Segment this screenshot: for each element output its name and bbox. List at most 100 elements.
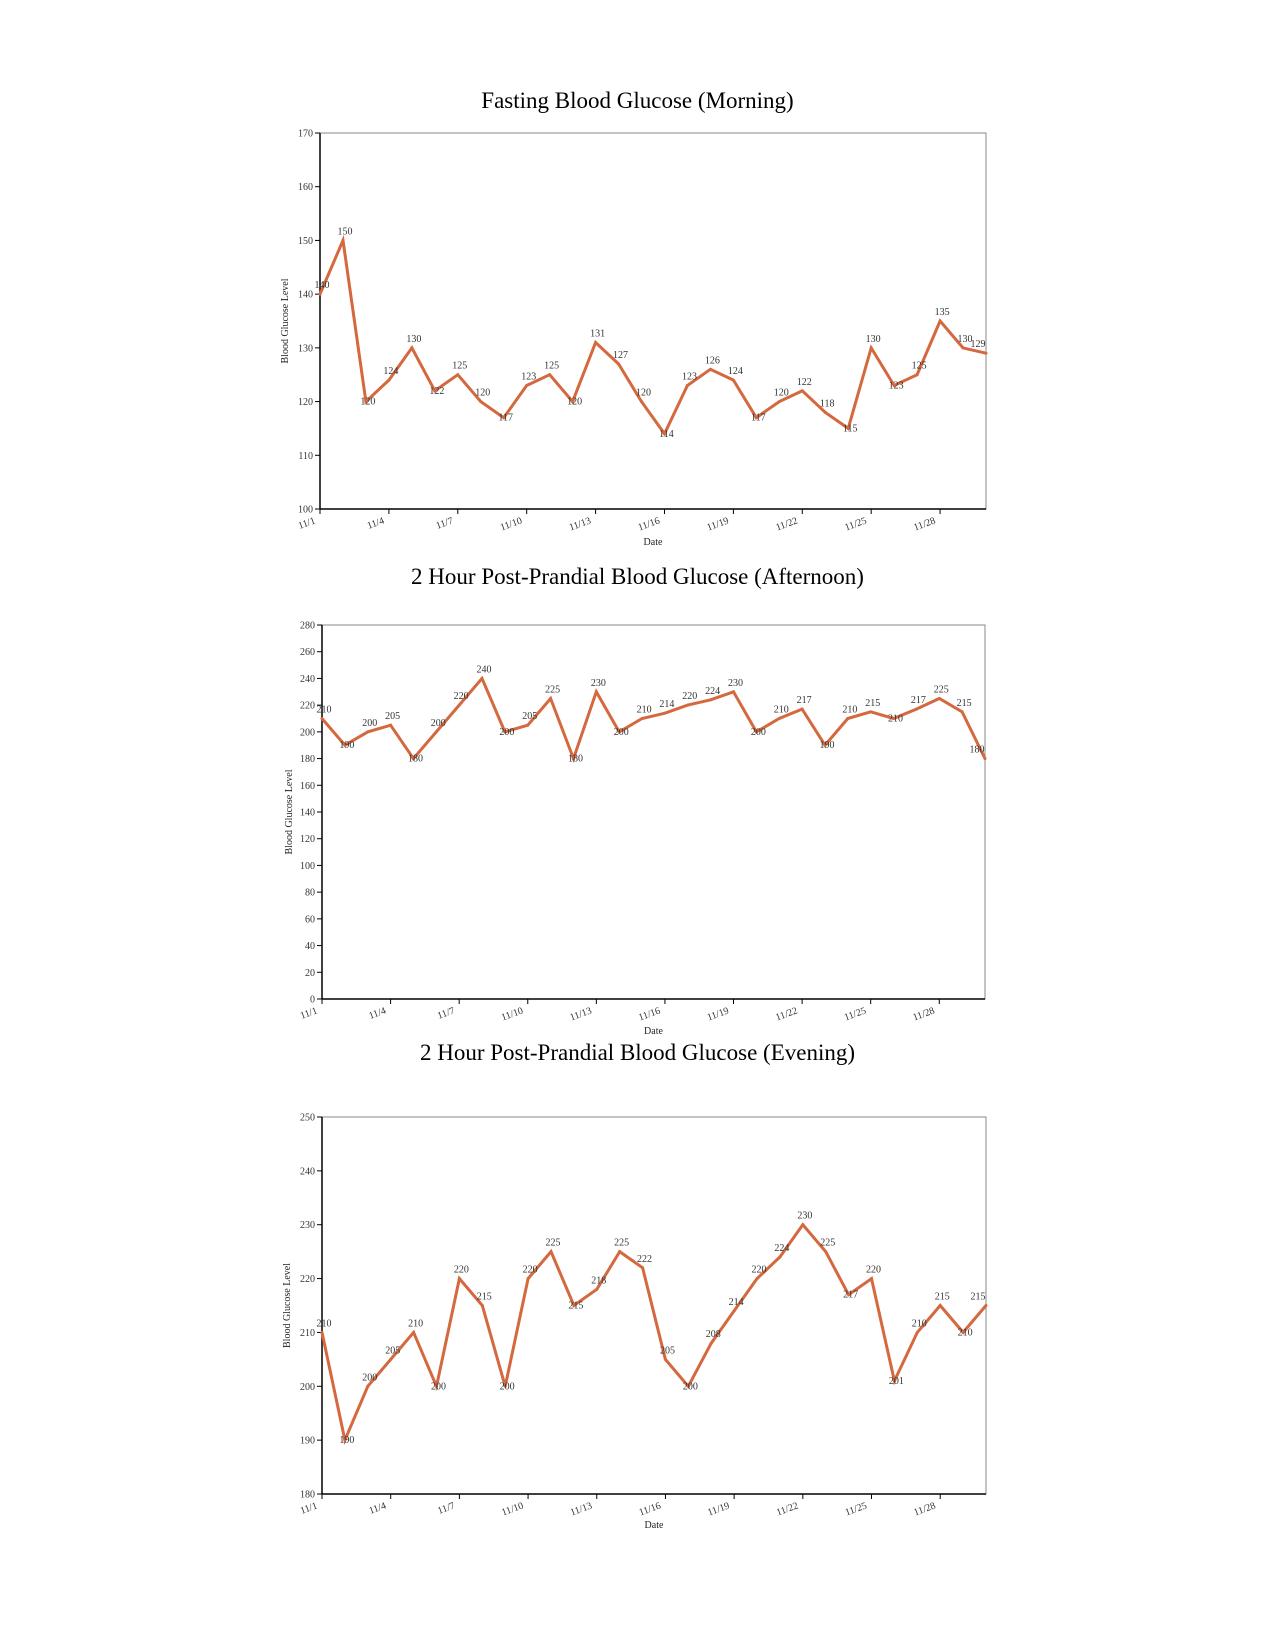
y-tick-label: 240 [300,1166,315,1177]
data-label: 130 [406,334,421,345]
data-point [984,1304,988,1307]
data-point [479,400,483,404]
data-label: 225 [934,684,949,695]
y-tick-label: 60 [305,914,315,925]
data-label: 200 [431,718,446,729]
data-label: 210 [408,1318,423,1329]
data-point [937,696,941,700]
data-point [549,696,553,700]
y-tick-label: 200 [300,727,315,738]
data-label: 200 [614,727,629,738]
data-label: 200 [683,1381,698,1392]
y-tick-label: 250 [300,1113,315,1124]
data-point [938,319,942,323]
data-point [915,373,919,377]
data-label: 120 [636,388,651,399]
y-tick-label: 190 [300,1436,315,1447]
x-tick-label: 11/22 [775,1500,800,1518]
data-label: 200 [431,1381,446,1392]
plot-frame [321,1116,987,1495]
data-label: 210 [958,1327,973,1338]
data-label: 215 [477,1292,492,1303]
data-label: 127 [613,350,628,361]
data-label: 230 [728,678,743,689]
data-point [938,1304,942,1307]
data-label: 210 [317,705,332,716]
data-label: 180 [568,754,583,765]
data-point [343,1438,347,1442]
data-label: 220 [523,1265,538,1276]
data-point [800,389,804,393]
y-tick-label: 100 [298,505,313,516]
data-label: 124 [728,366,743,377]
x-tick-label: 11/4 [368,1500,388,1516]
y-tick-label: 160 [298,182,313,193]
data-label: 125 [912,361,927,372]
data-label: 224 [774,1243,789,1254]
data-point [640,717,644,720]
y-tick-label: 110 [298,451,313,462]
data-point [823,743,827,747]
x-tick-label: 11/10 [500,1500,525,1518]
data-point [869,346,873,350]
data-label: 200 [362,718,377,729]
data-point [961,346,965,350]
data-label: 230 [797,1211,812,1222]
data-label: 117 [751,413,766,424]
data-point [366,730,370,734]
data-point [914,707,918,711]
y-tick-label: 130 [298,343,313,354]
data-point [617,362,621,366]
data-label: 220 [454,691,469,702]
data-point [387,378,391,382]
y-tick-label: 120 [298,397,313,408]
data-label: 140 [315,280,330,291]
data-point [389,1357,393,1361]
data-label: 217 [911,695,926,706]
data-point [366,1384,370,1388]
data-point [343,743,347,747]
data-label: 210 [637,705,652,716]
data-point [641,1266,645,1270]
data-point [503,730,507,734]
data-point [480,1304,484,1307]
data-point [410,346,414,350]
chart-morning: Fasting Blood Glucose (Morning) 100 110 12… [0,0,1275,548]
data-label: 220 [682,691,697,702]
data-point [320,1330,324,1334]
data-label: 217 [843,1290,858,1301]
chart-title: 2 Hour Post-Prandial Blood Glucose (Even… [419,1040,856,1065]
data-point [456,373,460,377]
data-label: 215 [568,1301,583,1312]
data-point [755,1277,759,1281]
data-label: 208 [706,1329,721,1340]
data-point [823,410,827,414]
data-label: 150 [337,226,352,237]
data-point [617,730,621,734]
data-label: 125 [452,361,467,372]
data-point [480,676,484,680]
data-label: 125 [544,361,559,372]
data-label: 180 [408,754,423,765]
y-tick-label: 220 [300,1274,315,1285]
data-point [824,1250,828,1254]
data-label: 222 [637,1254,652,1265]
y-tick-label: 180 [300,754,315,765]
y-tick-label: 200 [300,1382,315,1393]
y-tick-label: 160 [300,781,315,792]
data-point [846,717,850,720]
data-point [457,1277,461,1281]
data-point [364,400,368,404]
data-label: 124 [383,366,398,377]
y-tick-label: 100 [300,861,315,872]
data-label: 120 [567,397,582,408]
data-point [754,730,758,734]
y-tick-label: 150 [298,236,313,247]
x-tick-label: 11/28 [912,1500,937,1518]
data-point [732,1309,736,1313]
y-axis-label: Blood Glucose Level [284,769,295,854]
data-label: 225 [614,1238,629,1249]
data-label: 214 [659,699,674,710]
y-tick-label: 20 [305,968,315,979]
